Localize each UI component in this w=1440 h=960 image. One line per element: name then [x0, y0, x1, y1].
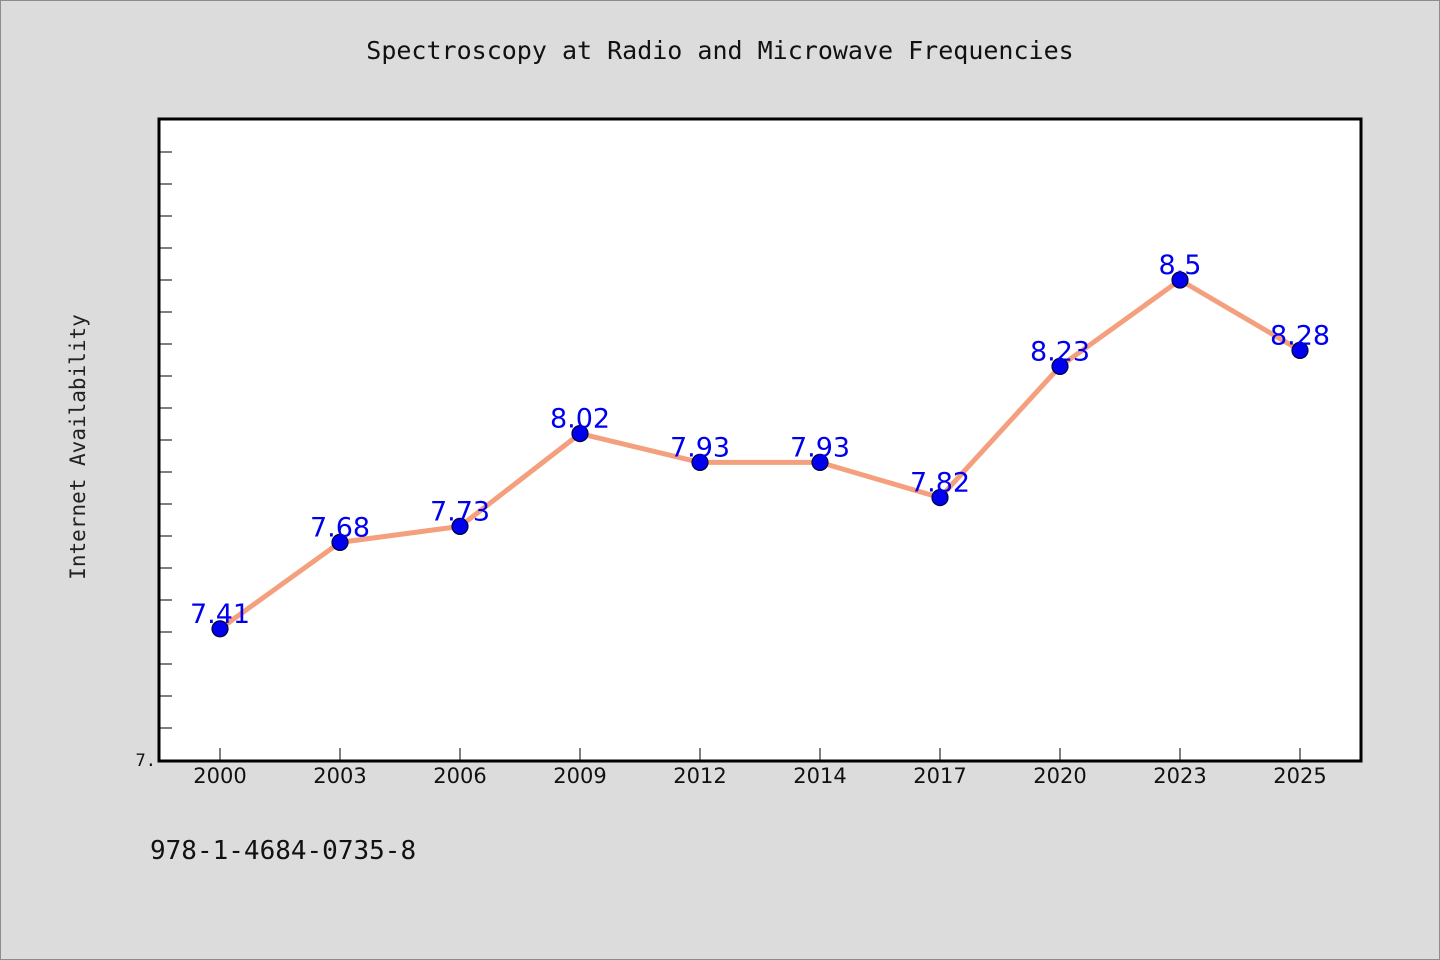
- x-tick-label: 2020: [1033, 764, 1086, 788]
- x-tick-label: 2023: [1153, 764, 1206, 788]
- x-axis-ticks: 2000 2003 2006 2009 2012 2014 2017 2020 2023 2025: [193, 748, 1327, 788]
- data-point-marker: [1171, 271, 1189, 289]
- series-line-group: [217, 277, 1303, 632]
- data-point-marker: [331, 533, 349, 552]
- x-tick-label: 2017: [913, 764, 966, 788]
- y-axis-ticks: 7.: [136, 151, 172, 771]
- x-tick-label: 2000: [193, 764, 246, 788]
- data-point-marker: [691, 453, 709, 471]
- y-tick-label: 7.: [136, 751, 156, 771]
- data-label: 7.82: [910, 468, 970, 499]
- data-point-marker: [811, 453, 829, 471]
- data-label: 7.93: [790, 432, 850, 463]
- data-point-marker: [211, 620, 229, 638]
- data-label: 7.68: [310, 512, 370, 543]
- data-point-marker: [451, 517, 469, 536]
- chart-title: Spectroscopy at Radio and Microwave Freq…: [366, 36, 1074, 65]
- x-tick-label: 2009: [553, 764, 606, 788]
- x-tick-label: 2006: [433, 764, 486, 788]
- data-point-marker: [1051, 357, 1069, 375]
- x-tick-label: 2012: [673, 764, 726, 788]
- data-labels-group: 7.41 7.68 7.73 8.02 7.93 7.93 7.82 8.23 8.5 8.28: [190, 250, 1330, 630]
- x-tick-label: 2025: [1273, 764, 1326, 788]
- series-markers-group: [211, 271, 1309, 638]
- data-label: 7.41: [190, 599, 250, 630]
- data-label: 8.28: [1270, 320, 1330, 351]
- data-point-marker: [1291, 341, 1309, 359]
- data-label: 8.23: [1030, 336, 1090, 367]
- data-point-marker: [931, 489, 949, 507]
- isbn-text: 978-1-4684-0735-8: [150, 836, 417, 866]
- plot-area: [157, 117, 1363, 763]
- x-tick-label: 2014: [793, 764, 846, 788]
- series-line: [217, 277, 1303, 632]
- data-label: 7.73: [430, 496, 490, 527]
- data-label: 8.5: [1159, 250, 1202, 281]
- data-label: 7.93: [670, 432, 730, 463]
- x-tick-label: 2003: [313, 764, 366, 788]
- data-point-marker: [571, 425, 589, 443]
- data-label: 8.02: [550, 404, 610, 435]
